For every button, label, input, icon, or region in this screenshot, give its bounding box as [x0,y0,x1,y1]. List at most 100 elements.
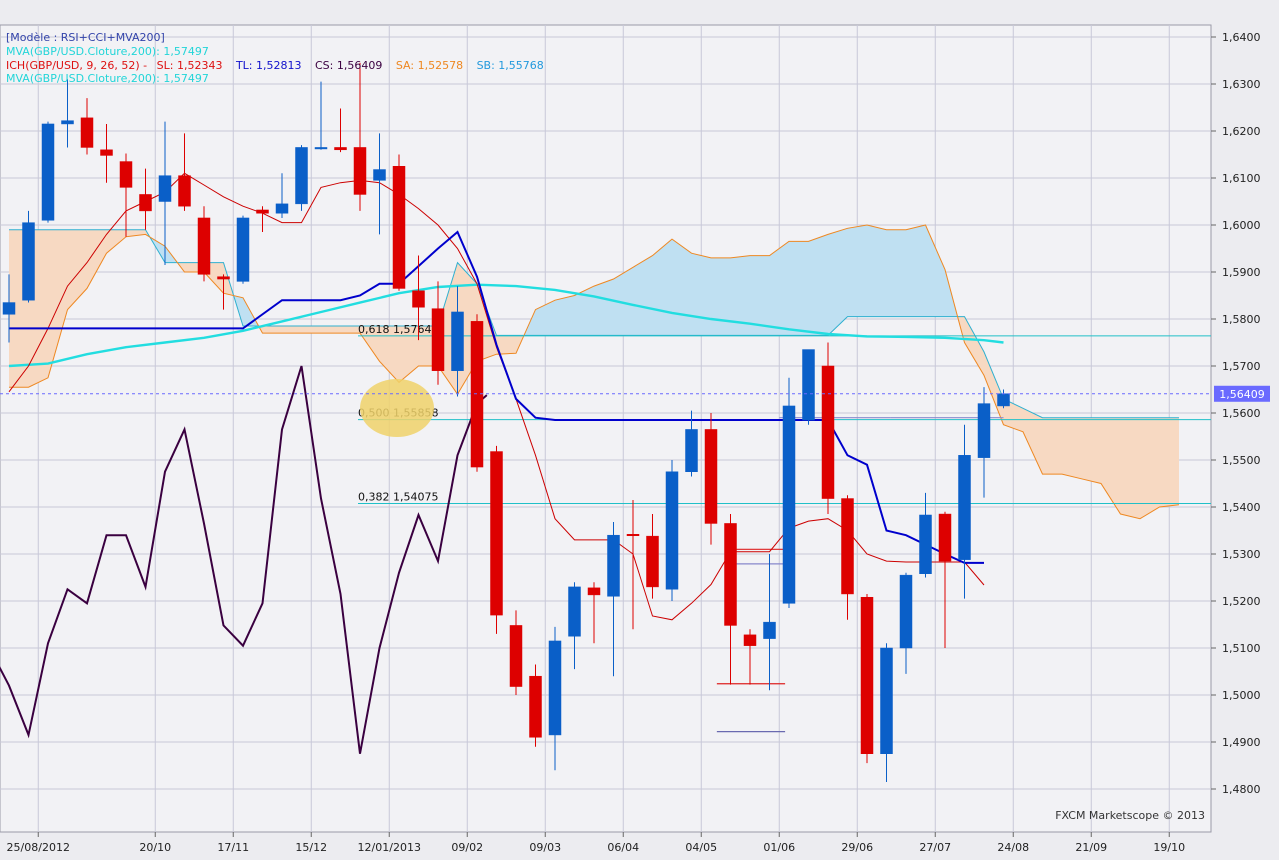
candle-body [22,222,35,301]
cloud-fill [672,239,692,336]
cloud-fill [1042,417,1062,475]
candle-body [217,276,230,280]
legend-sl: SL: 1,52343 [157,59,223,72]
y-tick-label: 1,4900 [1222,736,1261,749]
legend-model: [Modèle : RSI+CCI+MVA200] [6,31,165,44]
candle-body [431,308,445,371]
legend-sb: SB: 1,55768 [477,59,544,72]
x-tick-label: 27/07 [919,841,951,854]
x-tick-label: 12/01/2013 [358,841,421,854]
x-tick-label: 01/06 [763,841,795,854]
candle-body [509,625,523,687]
candle-body [626,534,640,537]
cloud-fill [321,326,341,334]
candle-body [295,147,308,205]
cloud-fill [87,229,107,289]
cloud-fill [262,326,282,334]
candle-body [61,120,74,125]
candle-body [938,513,952,562]
cloud-fill [48,229,68,378]
current-price-marker: 1,56409 [0,385,1270,402]
cloud-fill [964,316,984,376]
candle-body [178,175,191,207]
y-tick-label: 1,5300 [1222,548,1261,561]
cloud-fill [613,267,633,336]
cloud-fill [1062,417,1082,479]
fib-label: 0,382 1,54075 [358,490,438,503]
cloud-fill [574,286,594,336]
candle-body [236,217,250,282]
cloud-fill [535,300,555,336]
kijun-sen-line [9,230,984,564]
y-tick-label: 1,4800 [1222,783,1261,796]
y-tick-label: 1,5400 [1222,501,1261,514]
cloud-fill [1081,417,1101,484]
candle-body [821,365,835,499]
x-tick-label: 20/10 [139,841,171,854]
cloud-fill [1023,408,1043,475]
current-price-box [1214,385,1270,402]
candle-body [704,429,718,524]
candle-body [665,471,679,590]
candle-body [158,175,172,202]
legend-ichimoku: ICH(GBP/USD, 9, 26, 52) - SL: 1,52343 TL… [6,59,544,72]
legend-sa: SA: 1,52578 [396,59,463,72]
candle-body [451,311,464,371]
cloud-fill [1003,398,1023,432]
cloud-fill [282,326,302,334]
candle-body [2,302,16,315]
legend-mva-2: MVA(GBP/USD.Cloture,200): 1,57497 [6,72,209,85]
x-tick-label: 04/05 [685,841,717,854]
cloud-fill [730,255,750,336]
legend-tl: TL: 1,52813 [235,59,302,72]
cloud-fill [496,335,516,355]
cloud-fill [555,295,575,336]
candle-body [412,290,425,308]
candle-body [119,161,133,188]
candle-body [919,514,932,574]
legend-mva-1: MVA(GBP/USD.Cloture,200): 1,57497 [6,45,209,58]
legend-ich-label: ICH(GBP/USD, 9, 26, 52) - [6,59,147,72]
candle-body [997,393,1010,407]
chikou-span-line [0,365,488,754]
candle-body [607,534,620,597]
candle-body [529,675,542,738]
candle-body [353,147,367,195]
cloud-fill [594,279,614,336]
indicator-lines [0,172,1004,754]
cloud-fill [750,255,770,336]
y-tick-label: 1,5200 [1222,595,1261,608]
legend-cs: CS: 1,56409 [315,59,382,72]
y-tick-label: 1,5800 [1222,313,1261,326]
cloud-fill [711,257,731,336]
cloud-fill [301,326,321,334]
fib-label: 0,618 1,57641 [358,323,438,336]
plot-area [0,24,1212,833]
candle-body [490,451,503,616]
cloud-fill [1140,417,1160,519]
cloud-fill [789,241,809,336]
candle-body [41,123,55,221]
cloud-fill [984,351,1004,425]
cloud-fill [1101,417,1121,515]
cloud-fill [828,228,848,336]
candle-body [392,166,406,289]
candle-body [802,349,815,421]
x-axis: 25/08/2012 20/10 17/11 15/12 12/01/2013 09/02… [7,832,1185,854]
candle-body [977,403,991,458]
candle-body [841,498,854,595]
candle-body [334,147,347,151]
candle-body [256,209,269,214]
candle-body [958,455,971,560]
cloud-fill [360,326,380,362]
candle-body [724,523,737,626]
x-tick-label: 21/09 [1075,841,1107,854]
cloud-fill [1159,417,1179,507]
candle-body [763,621,776,639]
y-axis: 1,4800 1,4900 1,5000 1,5100 1,5200 1,5300 1,54… [1211,31,1261,796]
cloud-fill [925,225,945,317]
x-tick-label: 25/08/2012 [7,841,70,854]
y-tick-label: 1,6300 [1222,78,1261,91]
candle-body [314,147,328,150]
cloud-fill [906,225,926,317]
